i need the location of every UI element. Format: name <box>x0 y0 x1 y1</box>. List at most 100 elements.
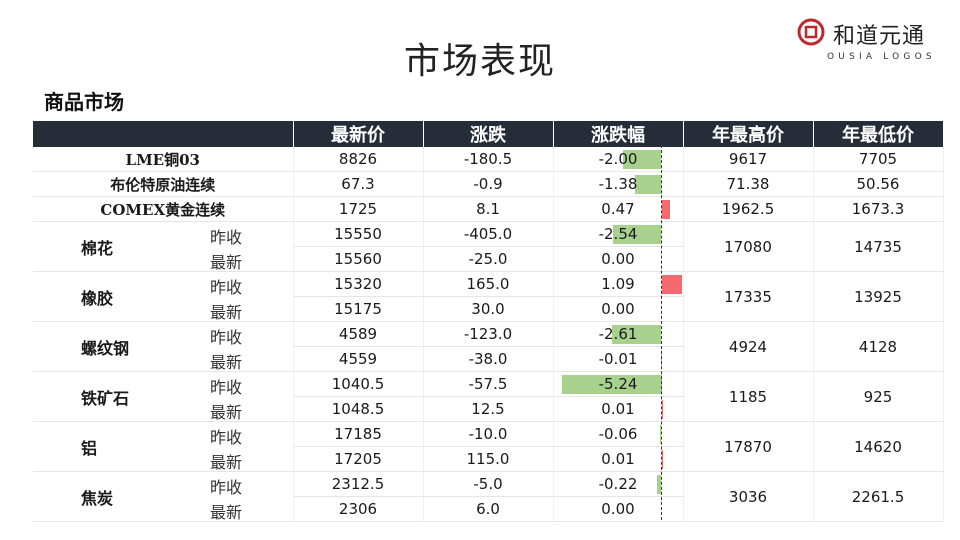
row-label: 最新 <box>210 352 243 372</box>
pct-value: 0.00 <box>601 300 635 318</box>
pct-value: -2.61 <box>598 325 638 343</box>
commodity-name-cell: 最新 <box>33 346 294 372</box>
pct-value: 0.00 <box>601 250 635 268</box>
pct-cell: -5.24 <box>553 371 684 397</box>
price-cell: 15560 <box>293 246 424 272</box>
price-cell: 1725 <box>293 196 424 222</box>
commodity-name: LME铜03 <box>33 147 294 172</box>
commodity-name-cell: 棉花 昨收 <box>33 221 294 258</box>
header-year-low: 年最低价 <box>813 121 944 147</box>
commodity-name: 铝 <box>81 439 98 458</box>
table-row: 棉花 昨收 15550 -405.0 -2.54 17080 14735 <box>33 221 944 272</box>
pct-cell: 0.47 <box>553 196 684 222</box>
table-row: 螺纹钢 昨收 4589 -123.0 -2.61 4924 4128 <box>33 321 944 372</box>
pct-zero-axis <box>661 145 662 520</box>
logo-subtitle: OUSIA LOGOS <box>827 52 936 62</box>
price-cell: 1048.5 <box>293 396 424 422</box>
change-cell: -405.0 <box>423 221 554 247</box>
pct-cell: -0.06 <box>553 421 684 447</box>
logo-coin-icon <box>797 18 825 46</box>
pct-value: -2.54 <box>598 225 638 243</box>
commodity-name-cell: 橡胶 昨收 <box>33 271 294 308</box>
year-high-cell: 17870 <box>683 421 814 472</box>
pct-value: 0.00 <box>601 500 635 518</box>
table-row: COMEX黄金连续 1725 8.1 0.47 1962.5 1673.3 <box>33 196 944 222</box>
pct-value: 1.09 <box>601 275 635 293</box>
commodity-name-cell: 最新 <box>33 396 294 422</box>
pct-cell: -2.54 <box>553 221 684 247</box>
commodity-name-cell: 焦炭 昨收 <box>33 471 294 508</box>
pct-cell: -2.00 <box>553 147 684 172</box>
pct-cell: -1.38 <box>553 171 684 197</box>
row-label: 昨收 <box>210 428 243 447</box>
price-cell: 15550 <box>293 221 424 247</box>
page-title: 市场表现 <box>403 41 556 82</box>
pct-value: 0.01 <box>601 400 635 418</box>
row-label: 最新 <box>210 402 243 422</box>
commodity-table: 最新价 涨跌 涨跌幅 年最高价 年最低价 LME铜03 8826 -180.5 -2.… <box>33 121 944 522</box>
pct-bar <box>561 375 662 394</box>
year-low-cell: 1673.3 <box>813 196 944 222</box>
change-cell: 6.0 <box>423 496 554 522</box>
change-cell: 115.0 <box>423 446 554 472</box>
change-cell: -25.0 <box>423 246 554 272</box>
price-cell: 17205 <box>293 446 424 472</box>
price-cell: 15320 <box>293 271 424 297</box>
commodity-name-cell: 最新 <box>33 296 294 322</box>
row-label: 最新 <box>210 252 243 272</box>
price-cell: 1040.5 <box>293 371 424 397</box>
commodity-name: 铁矿石 <box>81 389 130 408</box>
table-row: 最新 2306 6.0 0.00 <box>33 496 943 522</box>
year-low-cell: 7705 <box>813 147 944 172</box>
price-cell: 8826 <box>293 147 424 172</box>
pct-value: -5.24 <box>598 375 638 393</box>
table-row: 铁矿石 昨收 1040.5 -57.5 -5.24 1185 925 <box>33 371 944 422</box>
commodity-name: 焦炭 <box>81 489 114 508</box>
year-high-cell: 1185 <box>683 371 814 422</box>
header-price: 最新价 <box>293 121 424 147</box>
pct-value: -1.38 <box>598 175 638 193</box>
change-cell: -5.0 <box>423 471 554 497</box>
commodity-name-cell: 最新 <box>33 246 294 272</box>
pct-cell: -0.22 <box>553 471 684 497</box>
year-low-cell: 14620 <box>813 421 944 472</box>
pct-cell: 0.00 <box>553 496 684 522</box>
price-cell: 4589 <box>293 321 424 347</box>
pct-cell: 0.00 <box>553 246 684 272</box>
commodity-name-cell: 铁矿石 昨收 <box>33 371 294 408</box>
table-row: 铝 昨收 17185 -10.0 -0.06 17870 14620 <box>33 421 944 472</box>
price-cell: 15175 <box>293 296 424 322</box>
change-cell: 165.0 <box>423 271 554 297</box>
year-low-cell: 50.56 <box>813 171 944 197</box>
year-low-cell: 14735 <box>813 221 944 272</box>
price-cell: 2312.5 <box>293 471 424 497</box>
pct-bar <box>661 275 683 294</box>
year-high-cell: 1962.5 <box>683 196 814 222</box>
price-cell: 2306 <box>293 496 424 522</box>
pct-bar <box>661 200 671 219</box>
pct-value: -0.01 <box>598 350 638 368</box>
table-header-row: 最新价 涨跌 涨跌幅 年最高价 年最低价 <box>33 121 944 147</box>
section-title: 商品市场 <box>44 90 124 114</box>
pct-value: 0.01 <box>601 450 635 468</box>
row-label: 昨收 <box>210 328 243 347</box>
table-row: 最新 17205 115.0 0.01 <box>33 446 943 472</box>
pct-value: 0.47 <box>601 200 635 218</box>
header-year-high: 年最高价 <box>683 121 814 147</box>
table-row: 焦炭 昨收 2312.5 -5.0 -0.22 3036 2261.5 <box>33 471 944 522</box>
change-cell: -180.5 <box>423 147 554 172</box>
commodity-name-cell: 螺纹钢 昨收 <box>33 321 294 358</box>
row-label: 昨收 <box>210 228 243 247</box>
pct-bar <box>657 475 662 494</box>
price-cell: 4559 <box>293 346 424 372</box>
pct-cell: -0.01 <box>553 346 684 372</box>
year-low-cell: 2261.5 <box>813 471 944 522</box>
commodity-name-cell: 最新 <box>33 446 294 472</box>
change-cell: 30.0 <box>423 296 554 322</box>
pct-bar <box>660 425 662 444</box>
change-cell: -0.9 <box>423 171 554 197</box>
year-low-cell: 4128 <box>813 321 944 372</box>
header-name <box>33 121 294 147</box>
year-high-cell: 17335 <box>683 271 814 322</box>
row-label: 最新 <box>210 452 243 472</box>
